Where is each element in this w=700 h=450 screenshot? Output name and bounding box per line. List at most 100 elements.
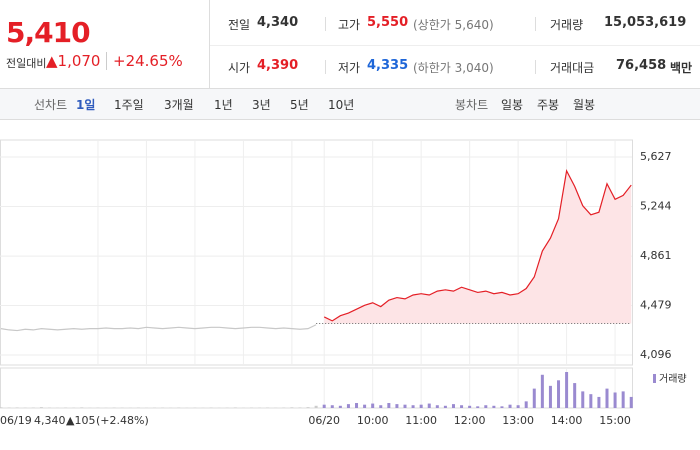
stat-note: (하한가 3,040) (413, 61, 494, 75)
volume-bar (613, 392, 617, 408)
volume-bar (403, 404, 407, 408)
y-tick-label: 5,244 (640, 200, 672, 213)
plot-frame (0, 139, 633, 366)
volume-bar (476, 406, 480, 408)
x-tick-label: 14:00 (551, 414, 583, 427)
separator (535, 60, 536, 74)
footer-change: ▲105 (66, 414, 95, 427)
volume-bar (39, 407, 43, 408)
volume-bar (363, 404, 367, 408)
volume-bar (573, 383, 577, 408)
volume-bar (379, 405, 383, 408)
stat-label: 거래대금 (550, 61, 595, 75)
volume-bar (548, 385, 552, 408)
separator (535, 17, 536, 31)
tab-bar: 선차트 1일 1주일 3개월 1년 3년 5년 10년 봉차트 일봉 주봉 월봉 (0, 88, 700, 120)
volume-bar (330, 405, 334, 408)
legend-swatch (653, 374, 656, 383)
tab[interactable]: 5년 (290, 98, 309, 112)
stat-value: 4,390 (257, 58, 299, 73)
stat-value: 15,053,619 (604, 15, 687, 30)
tab[interactable]: 1일 (76, 98, 96, 112)
price-line (323, 168, 632, 322)
tab-group-label: 선차트 (34, 98, 68, 112)
volume-frame (0, 367, 633, 409)
volume-bar (629, 396, 633, 408)
price-area (324, 170, 632, 324)
change-label: 전일대비 (6, 57, 47, 70)
legend-label: 거래량 (659, 373, 687, 385)
volume-bar (411, 405, 415, 408)
volume-bar (581, 391, 585, 408)
separator (325, 17, 326, 31)
volume-bar (451, 404, 455, 408)
y-tick-label: 5,627 (640, 150, 672, 163)
tab[interactable]: 1년 (214, 98, 233, 112)
x-tick-label: 11:00 (405, 414, 437, 427)
tab[interactable]: 3년 (252, 98, 271, 112)
stat-value: 4,335 (367, 58, 409, 73)
volume-bar (298, 407, 302, 408)
volume-bar (589, 394, 593, 408)
y-tick-label: 4,861 (640, 249, 672, 262)
tab[interactable]: 3개월 (164, 98, 194, 112)
volume-bar (516, 405, 520, 408)
volume-bar (0, 407, 3, 408)
volume-bar (314, 405, 318, 408)
change: ▲1,070 (46, 52, 101, 70)
volume-bar (508, 404, 512, 408)
tab[interactable]: 월봉 (573, 98, 596, 112)
volume-bar (419, 404, 423, 408)
change-rate: +24.65% (106, 52, 183, 70)
price-box: 5,410 전일대비 ▲1,070 +24.65% (0, 0, 210, 88)
tab[interactable]: 일봉 (501, 98, 524, 112)
price-line (0, 324, 317, 332)
tab[interactable]: 1주일 (114, 98, 144, 112)
volume-bar (557, 380, 561, 408)
volume-bar (371, 403, 375, 408)
x-tick-label: 13:00 (502, 414, 534, 427)
stat-value: 4,340 (257, 15, 299, 30)
tab[interactable]: 10년 (328, 98, 355, 112)
volume-bar (355, 403, 359, 408)
footer-close: 4,340 (34, 414, 66, 427)
x-tick-label: 10:00 (357, 414, 389, 427)
volume-bar (565, 372, 569, 408)
x-tick-label: 06/20 (308, 414, 340, 427)
stat-label: 시가 (228, 61, 251, 75)
volume-bar (468, 405, 472, 408)
volume-bar (387, 403, 391, 408)
x-tick-label: 12:00 (454, 414, 486, 427)
stat-label: 고가 (338, 18, 361, 32)
stat-note: (상한가 5,640) (413, 18, 494, 32)
x-tick-label: 06/19 (0, 414, 32, 427)
volume-bar (532, 388, 536, 408)
y-tick-label: 4,479 (640, 298, 672, 311)
stat-label: 거래량 (550, 18, 584, 32)
volume-bar (80, 407, 84, 408)
volume-bar (346, 404, 350, 408)
tab[interactable]: 주봉 (537, 98, 560, 112)
footer-rate: (+2.48%) (96, 414, 149, 427)
stat-value: 5,550 (367, 15, 409, 30)
stat-value: 76,458 (616, 58, 667, 73)
volume-bar (621, 391, 625, 408)
volume-bar (597, 396, 601, 408)
volume-bar (322, 404, 326, 408)
y-tick-label: 4,096 (640, 348, 672, 361)
volume-bar (435, 405, 439, 408)
volume-bar (492, 405, 496, 408)
volume-bar (524, 401, 528, 408)
volume-bar (540, 374, 544, 408)
volume-bar (443, 405, 447, 408)
volume-bar (395, 404, 399, 408)
price: 5,410 (6, 16, 91, 49)
volume-bar (15, 407, 19, 408)
separator (325, 60, 326, 74)
stat-label: 전일 (228, 18, 251, 32)
volume-bar (460, 405, 464, 408)
volume-bar (427, 403, 431, 408)
stat-unit: 백만 (670, 61, 693, 75)
stat-label: 저가 (338, 61, 361, 75)
